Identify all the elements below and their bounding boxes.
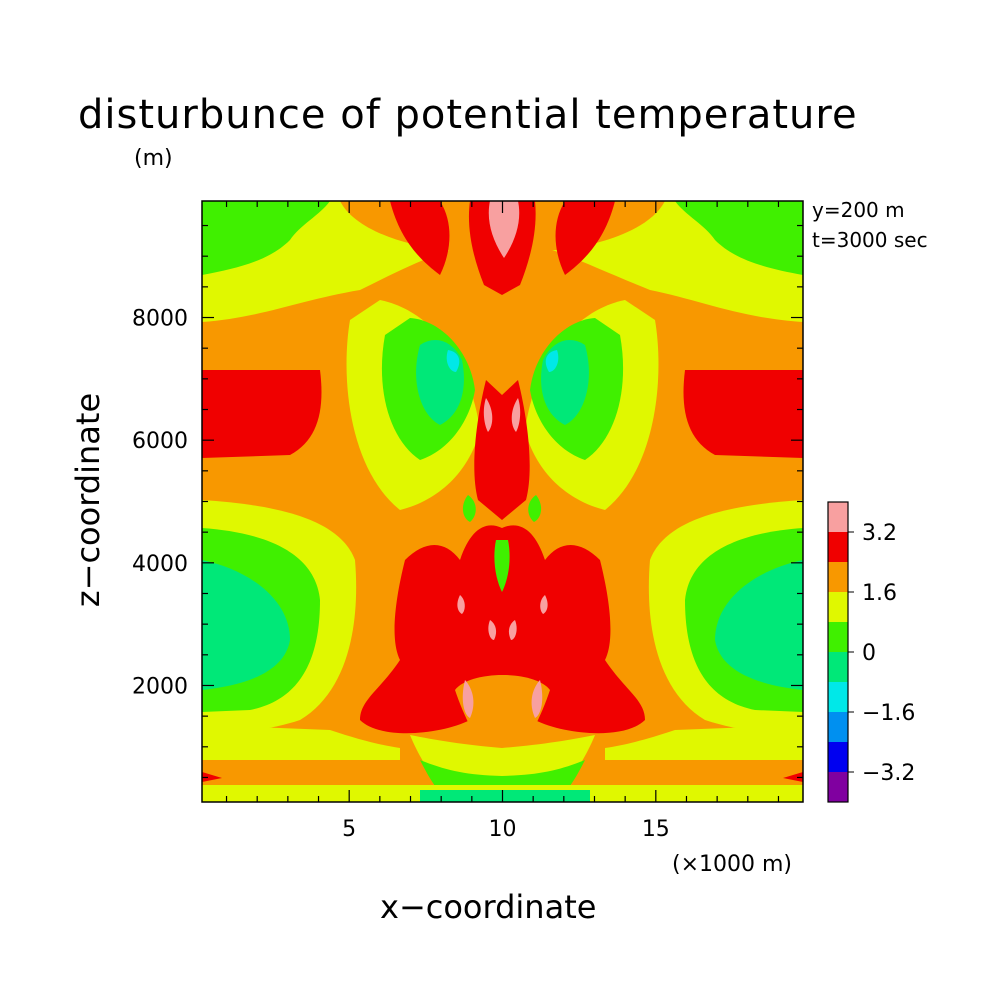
contour-top-yellow bbox=[202, 201, 803, 322]
contour-pink-spot-5 bbox=[488, 620, 497, 640]
contour-center-green-1 bbox=[494, 540, 510, 592]
contour-center-green-3 bbox=[528, 495, 542, 522]
contour-top-red-right bbox=[555, 201, 615, 275]
contour-pink-spot-4 bbox=[531, 680, 543, 718]
colorbar-swatch bbox=[828, 562, 848, 592]
contour-lower-cyan-left bbox=[202, 560, 290, 690]
contour-bottom-yellow-right bbox=[605, 725, 803, 760]
contour-top-pink bbox=[488, 201, 520, 258]
contour-pink-spot-2 bbox=[540, 595, 548, 614]
y-tick-label: 8000 bbox=[132, 307, 188, 332]
axis-ticks: 5 10 15 2000 4000 6000 8000 bbox=[132, 201, 803, 842]
contour-red-block-right bbox=[683, 370, 803, 458]
colorbar-swatch bbox=[828, 622, 848, 652]
colorbar-label: 1.6 bbox=[862, 581, 897, 606]
contour-top-green-right bbox=[675, 201, 803, 275]
contour-center-green-2 bbox=[462, 495, 476, 522]
contour-center-orange-dome bbox=[455, 675, 550, 770]
contour-pink-spot-3 bbox=[462, 680, 474, 718]
annotation-time: t=3000 sec bbox=[812, 228, 928, 252]
annotation-y-position: y=200 m bbox=[812, 198, 905, 222]
y-axis-unit: (m) bbox=[134, 146, 173, 171]
contour-center-pink-2 bbox=[511, 398, 521, 432]
contour-top-green bbox=[202, 201, 330, 275]
chart-title: disturbunce of potential temperature bbox=[78, 92, 858, 138]
contour-upper-aqua-right bbox=[545, 350, 559, 372]
contour-lower-cyan-right bbox=[715, 560, 803, 690]
colorbar-label: −1.6 bbox=[862, 701, 915, 726]
contour-upper-aqua-left bbox=[446, 350, 460, 372]
colorbar-label: −3.2 bbox=[862, 761, 915, 786]
contour-bottom-yellow bbox=[202, 725, 400, 760]
x-axis-unit: (×1000 m) bbox=[672, 852, 793, 877]
colorbar-swatch bbox=[828, 712, 848, 742]
y-tick-label: 6000 bbox=[132, 429, 188, 454]
x-axis-label: x−coordinate bbox=[380, 888, 597, 926]
colorbar-swatch bbox=[828, 682, 848, 712]
colorbar-swatch bbox=[828, 772, 848, 802]
colorbar-label: 3.2 bbox=[862, 521, 897, 546]
contour-bottom-red-left bbox=[202, 772, 222, 782]
contour-pink-spot-1 bbox=[457, 595, 465, 614]
x-tick-label: 5 bbox=[342, 817, 356, 842]
colorbar-label: 0 bbox=[862, 641, 876, 666]
contour-bottom-red-right bbox=[783, 772, 803, 782]
contour-pink-spot-6 bbox=[508, 620, 517, 640]
colorbar-swatch bbox=[828, 502, 848, 532]
contour-red-bloom bbox=[360, 525, 645, 735]
contour-center-pink-1 bbox=[483, 398, 493, 432]
x-tick-label: 10 bbox=[489, 817, 517, 842]
y-tick-label: 4000 bbox=[132, 552, 188, 577]
y-tick-label: 2000 bbox=[132, 674, 188, 699]
contour-top-red-left bbox=[390, 201, 450, 275]
contour-red-block-left bbox=[202, 370, 322, 458]
x-tick-label: 15 bbox=[642, 817, 670, 842]
colorbar-swatch bbox=[828, 592, 848, 622]
colorbar-swatch bbox=[828, 652, 848, 682]
colorbar-swatch bbox=[828, 742, 848, 772]
colorbar-swatch bbox=[828, 532, 848, 562]
contour-bottom-strip-cyan bbox=[420, 790, 590, 802]
colorbar: 3.2 1.6 0 −1.6 −3.2 bbox=[827, 501, 915, 803]
contour-field bbox=[202, 201, 803, 802]
contour-center-red-column bbox=[474, 380, 530, 520]
